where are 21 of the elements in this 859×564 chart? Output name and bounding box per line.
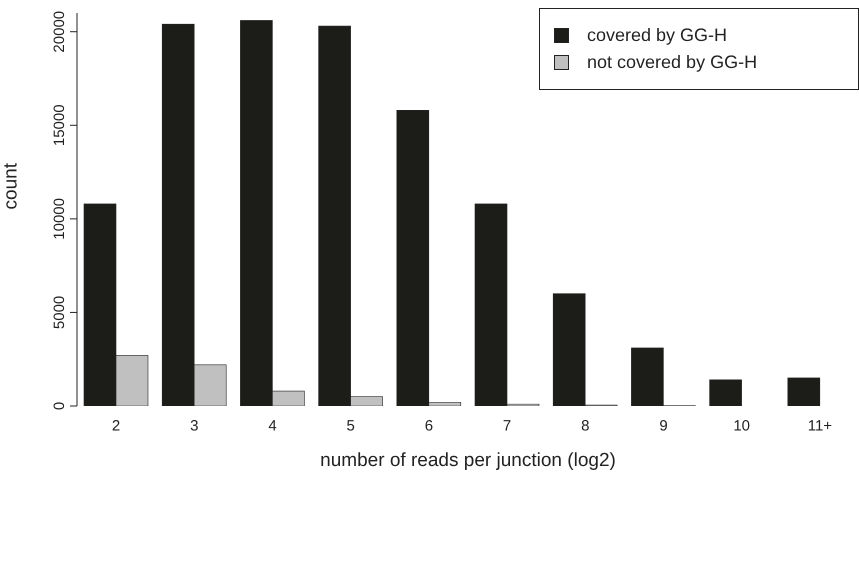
- x-tick-label: 4: [268, 418, 277, 435]
- x-tick-label: 3: [190, 418, 198, 435]
- x-tick-label: 5: [346, 418, 355, 435]
- x-tick-label: 8: [581, 418, 590, 435]
- x-axis-title: number of reads per junction (log2): [320, 450, 616, 471]
- bar: [788, 378, 820, 406]
- legend-label: not covered by GG-H: [587, 52, 758, 73]
- y-tick-label: 5000: [51, 296, 68, 330]
- y-tick-label: 0: [51, 402, 68, 410]
- x-tick-label: 7: [502, 418, 512, 435]
- legend-label: covered by GG-H: [587, 25, 728, 46]
- x-tick-label: 2: [112, 418, 120, 435]
- y-axis-title: count: [0, 162, 22, 210]
- x-tick-label: 10: [733, 418, 750, 435]
- x-tick-label: 6: [424, 418, 434, 435]
- y-tick-label: 10000: [51, 198, 68, 240]
- y-tick-label: 20000: [51, 10, 68, 53]
- y-tick-label: 15000: [51, 104, 68, 146]
- x-tick-label: 11+: [808, 418, 832, 435]
- x-tick-label: 9: [659, 418, 668, 435]
- bar: [709, 380, 742, 406]
